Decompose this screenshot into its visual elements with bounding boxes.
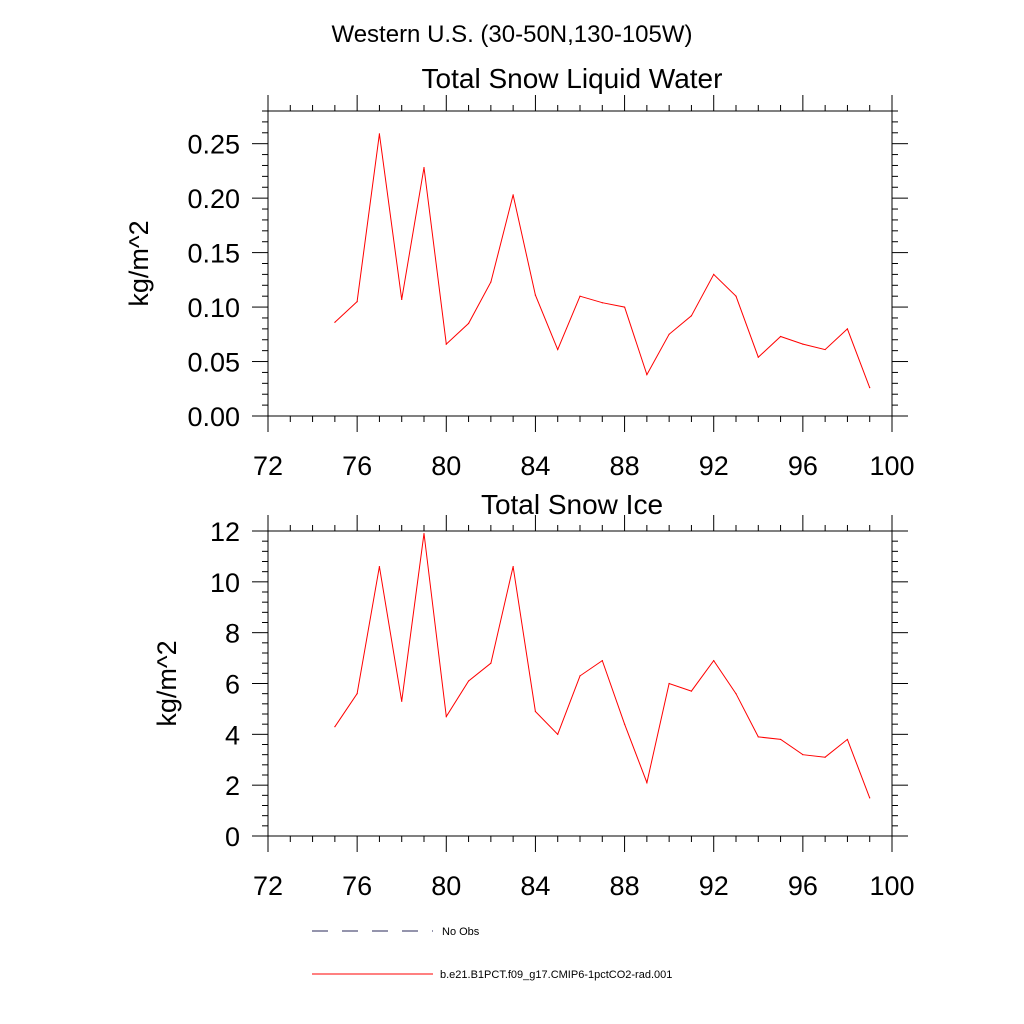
x-tick-label: 96: [788, 871, 818, 901]
plot-frame: [267, 530, 893, 837]
x-tick-label: 92: [699, 451, 729, 481]
data-point: [735, 295, 737, 297]
x-tick-label: 80: [431, 871, 461, 901]
data-point: [490, 281, 492, 283]
data-point: [512, 194, 514, 196]
data-point: [356, 301, 358, 303]
data-point: [445, 715, 447, 718]
x-tick-label: 92: [699, 871, 729, 901]
y-axis-label: kg/m^2: [152, 640, 182, 726]
x-tick-label: 100: [869, 871, 914, 901]
plot-frame: [267, 110, 893, 417]
x-tick-label: 88: [610, 451, 640, 481]
y-tick-label: 0.25: [187, 130, 240, 160]
data-point: [601, 660, 603, 662]
data-point: [802, 754, 804, 756]
data-point: [356, 693, 358, 695]
y-tick-label: 0.15: [187, 239, 240, 269]
data-point: [779, 738, 782, 741]
y-tick-label: 0.10: [187, 293, 240, 323]
x-tick-label: 72: [253, 871, 283, 901]
data-point: [534, 710, 537, 713]
legend-label: No Obs: [442, 926, 480, 938]
data-point: [690, 315, 693, 317]
legend-item-1: No Obs: [312, 926, 480, 938]
plot-panel-1: Total Snow Liquid Water 72 76 80 84 88 92 96 100…: [124, 63, 915, 481]
data-point: [646, 374, 648, 376]
tick-marks: [252, 95, 908, 432]
data-point: [779, 335, 782, 338]
data-point: [757, 356, 759, 358]
y-axis-label: kg/m^2: [124, 220, 154, 306]
data-point: [490, 662, 492, 664]
y-tick-label: 0.00: [187, 402, 240, 432]
panel-title: Total Snow Liquid Water: [422, 63, 723, 94]
data-point: [869, 797, 871, 799]
data-point: [824, 348, 826, 351]
data-point: [579, 675, 581, 677]
x-tick-label: 84: [520, 871, 550, 901]
data-point: [378, 565, 381, 568]
data-point: [668, 333, 670, 335]
y-tick-label: 2: [225, 771, 240, 801]
y-tick-label: 8: [225, 619, 240, 649]
data-point: [557, 348, 559, 351]
panel-title: Total Snow Ice: [481, 489, 663, 520]
data-point: [646, 782, 648, 784]
x-tick-label: 76: [342, 451, 372, 481]
data-point: [467, 322, 470, 325]
legend-item-2: b.e21.B1PCT.f09_g17.CMIP6-1pctCO2-rad.00…: [312, 969, 672, 981]
data-point: [378, 133, 381, 135]
data-point: [869, 387, 871, 389]
y-tick-label: 12: [210, 517, 240, 547]
data-point: [713, 660, 715, 662]
x-tick-label: 96: [788, 451, 818, 481]
data-point: [824, 756, 826, 758]
data-point: [512, 565, 514, 568]
y-tick-label: 4: [225, 720, 240, 750]
x-tick-label: 72: [253, 451, 283, 481]
data-point: [423, 532, 425, 535]
legend-label: b.e21.B1PCT.f09_g17.CMIP6-1pctCO2-rad.00…: [440, 969, 672, 981]
y-tick-label: 0.05: [187, 348, 240, 378]
plot-panel-2: Total Snow Ice 72 76 80 84 88 92 96 100 0 2 4 6 8 10 12…: [152, 489, 915, 901]
data-point: [623, 306, 626, 308]
chart-legend: No Obs b.e21.B1PCT.f09_g17.CMIP6-1pctCO2-…: [312, 926, 672, 981]
data-point: [713, 273, 715, 275]
data-point: [668, 682, 670, 685]
y-tick-label: 0: [225, 822, 240, 852]
x-tick-label: 100: [869, 451, 914, 481]
data-point: [334, 321, 336, 323]
y-tick-label: 6: [225, 670, 240, 700]
data-point: [445, 343, 447, 345]
data-point: [423, 167, 425, 169]
data-point: [601, 302, 603, 304]
series-line: [334, 133, 871, 388]
data-point: [401, 700, 403, 702]
data-point: [846, 738, 849, 741]
data-point: [623, 723, 626, 725]
y-tick-label: 0.20: [187, 184, 240, 214]
data-point: [534, 294, 537, 296]
data-point: [757, 736, 759, 738]
x-tick-label: 88: [610, 871, 640, 901]
data-point: [846, 328, 849, 330]
y-tick-label: 10: [210, 568, 240, 598]
x-tick-label: 76: [342, 871, 372, 901]
x-tick-label: 84: [520, 451, 550, 481]
data-point: [802, 343, 804, 345]
data-point: [579, 295, 581, 297]
data-point: [467, 680, 470, 682]
x-tick-label: 80: [431, 451, 461, 481]
chart-supertitle: Western U.S. (30-50N,130-105W): [331, 21, 692, 48]
data-point: [735, 693, 737, 695]
data-point: [334, 726, 336, 728]
tick-marks: [252, 515, 908, 852]
data-point: [401, 298, 403, 301]
series-line: [334, 533, 871, 799]
data-point: [690, 690, 693, 692]
data-point: [557, 733, 559, 735]
